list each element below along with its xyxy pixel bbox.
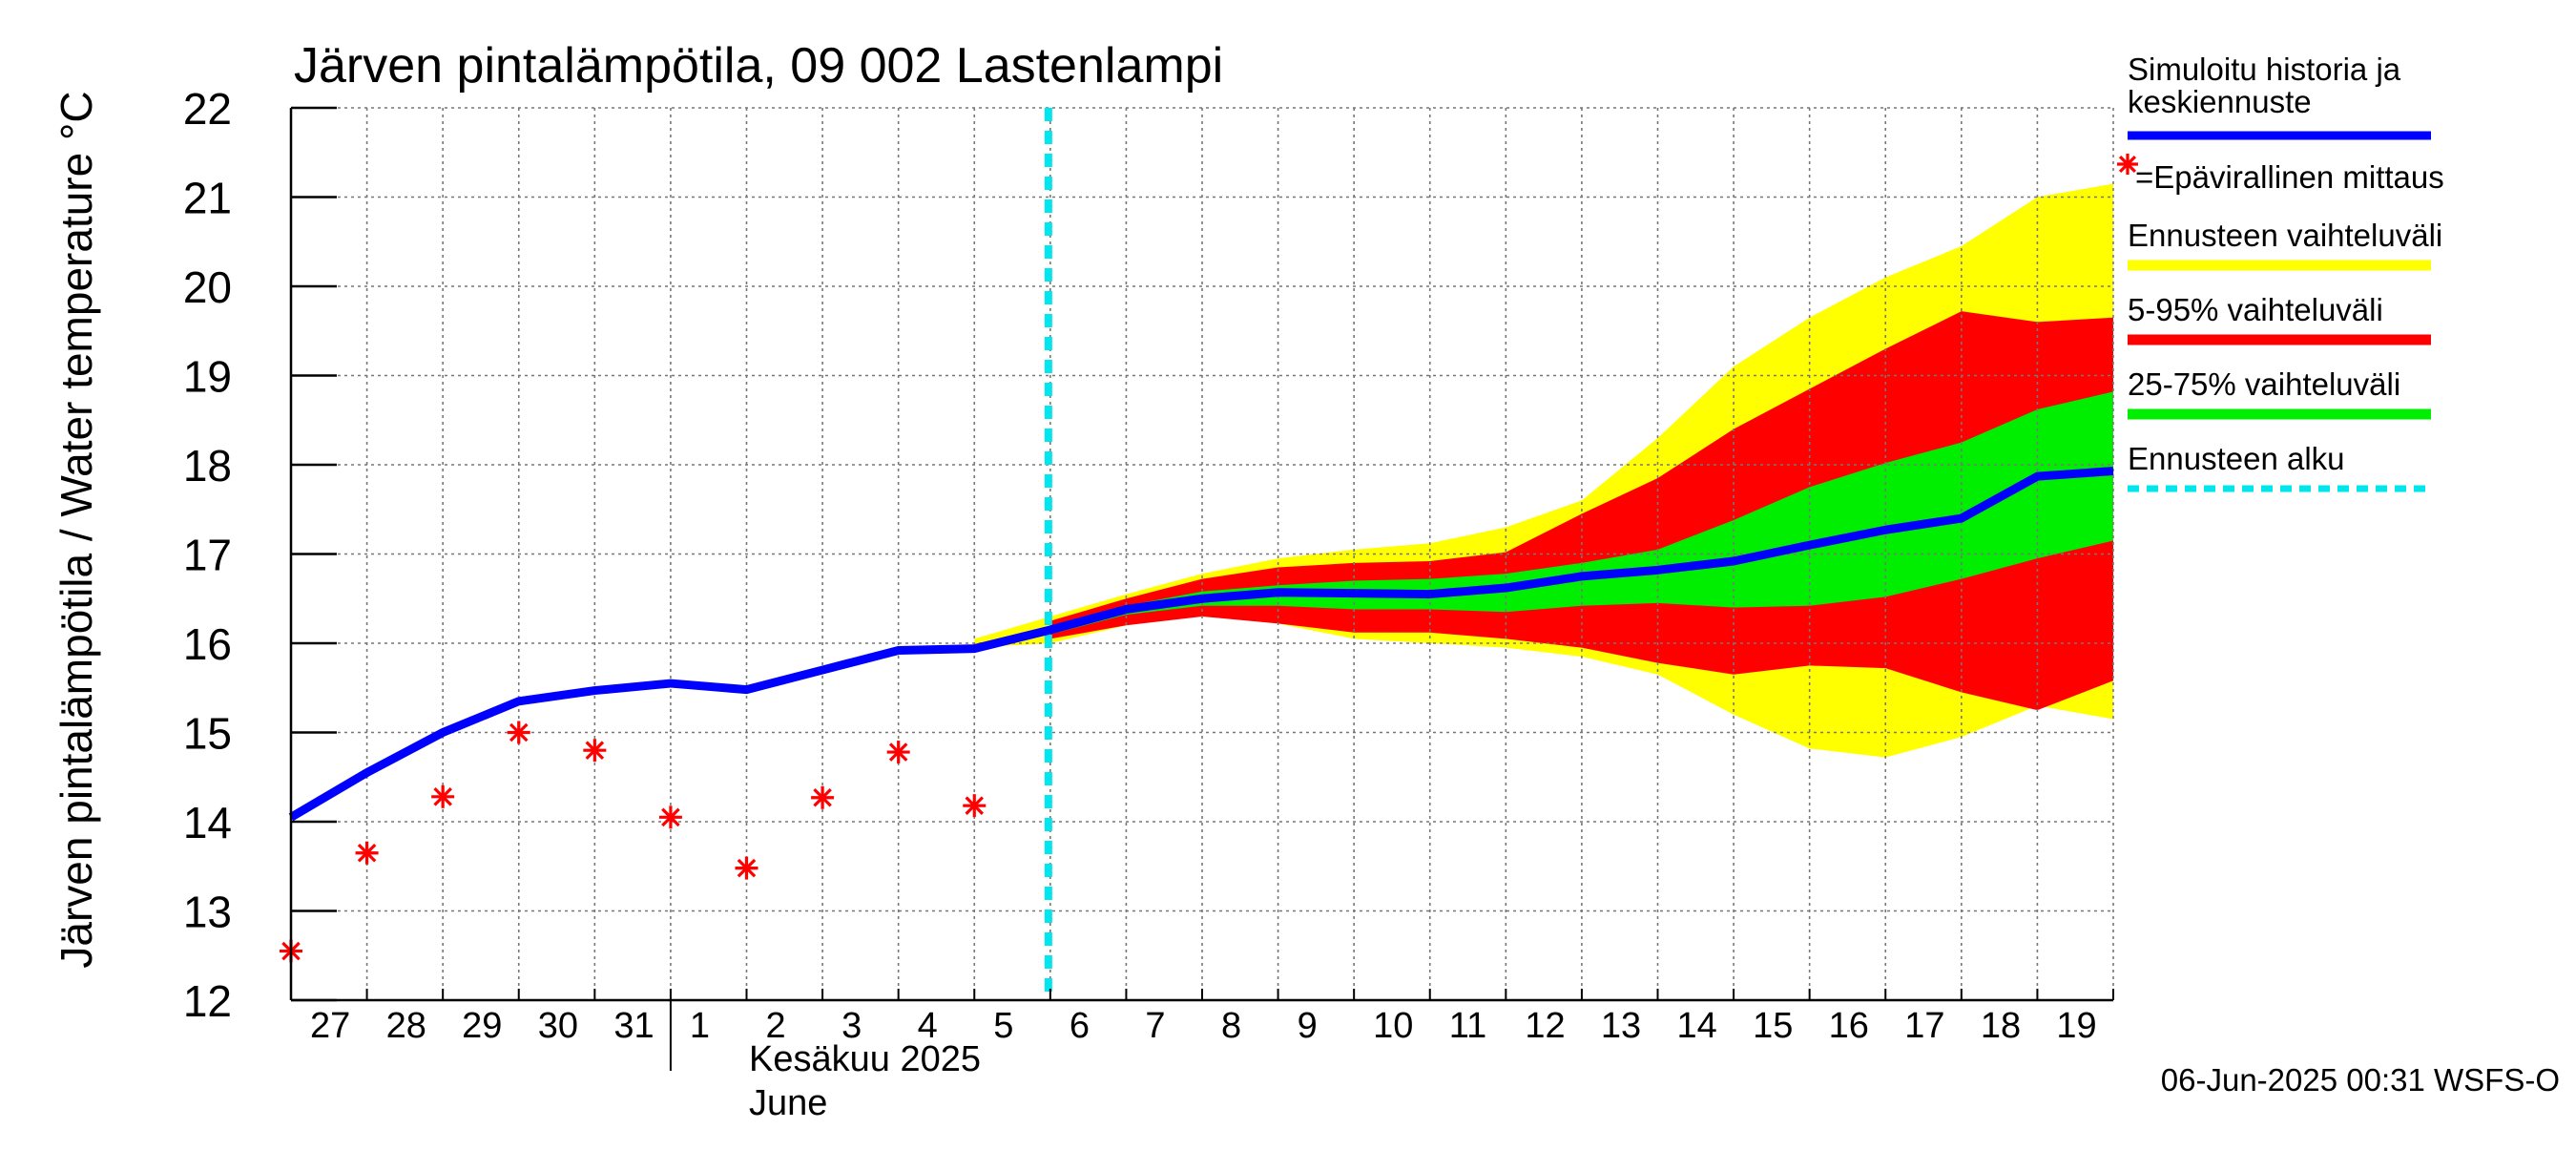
- x-tick-label: 4: [918, 1006, 938, 1046]
- series-lines: [280, 108, 2114, 1000]
- legend-swatch-measurement: [2117, 154, 2138, 175]
- y-tick-label: 20: [183, 262, 232, 312]
- legend-label-simulated: Simuloitu historia ja: [2128, 52, 2401, 87]
- x-tick-label: 28: [386, 1006, 426, 1046]
- band-2: [1049, 311, 2113, 711]
- y-tick-label: 12: [183, 976, 232, 1026]
- x-tick-label: 7: [1145, 1006, 1165, 1046]
- legend-label-simulated-cont: keskiennuste: [2128, 84, 2312, 119]
- measurement-point: [811, 785, 835, 809]
- x-axis-month-label: Kesäkuu 2025: [749, 1039, 981, 1079]
- x-tick-label: 31: [613, 1006, 654, 1046]
- marker-stroke: [813, 787, 832, 807]
- marker-stroke: [661, 807, 680, 827]
- marker-stroke: [888, 742, 908, 762]
- series-line-simulated: [288, 467, 2114, 822]
- x-tick-label: 18: [1981, 1006, 2021, 1046]
- x-tick-label: 15: [1753, 1006, 1793, 1046]
- measurement-point: [431, 784, 455, 808]
- band-3: [1049, 391, 2113, 635]
- measurement-point: [355, 841, 379, 865]
- x-tick-label: 1: [690, 1006, 710, 1046]
- y-tick-label: 16: [183, 619, 232, 669]
- x-tick-label: 9: [1298, 1006, 1318, 1046]
- x-tick-label: 2: [766, 1006, 786, 1046]
- x-tick-label: 14: [1677, 1006, 1717, 1046]
- x-tick-label: 8: [1221, 1006, 1241, 1046]
- footer-timestamp: 06-Jun-2025 00:31 WSFS-O: [2161, 1062, 2560, 1098]
- x-tick-label: 12: [1525, 1006, 1565, 1046]
- measurement-point: [735, 856, 758, 880]
- marker-stroke: [737, 858, 757, 878]
- x-tick-label: 3: [841, 1006, 862, 1046]
- x-tick-label: 30: [538, 1006, 578, 1046]
- y-tick-label: 19: [183, 352, 232, 402]
- x-tick-label: 19: [2056, 1006, 2096, 1046]
- x-tick-label: 5: [993, 1006, 1013, 1046]
- measurement-point: [658, 805, 682, 829]
- chart-title: Järven pintalämpötila, 09 002 Lastenlamp…: [294, 38, 1223, 94]
- x-tick-label: 27: [310, 1006, 350, 1046]
- marker-stroke: [357, 843, 377, 863]
- measurement-point: [583, 739, 607, 763]
- x-tick-label: 17: [1904, 1006, 1944, 1046]
- measurement-point: [507, 721, 530, 744]
- y-tick-label: 17: [183, 531, 232, 580]
- measurement-point: [886, 741, 910, 764]
- legend-label-range: Ennusteen vaihteluväli: [2128, 218, 2442, 253]
- legend-label-5-95: 5-95% vaihteluväli: [2128, 292, 2383, 327]
- y-tick-label: 21: [183, 174, 232, 223]
- y-tick-label: 15: [183, 709, 232, 759]
- x-tick-label: 16: [1829, 1006, 1869, 1046]
- legend-label-forecast-start: Ennusteen alku: [2128, 441, 2345, 476]
- marker-stroke: [433, 787, 452, 806]
- legend-label-25-75: 25-75% vaihteluväli: [2128, 366, 2400, 402]
- y-axis-label: Järven pintalämpötila / Water temperatur…: [52, 91, 101, 968]
- legend-label-measurement: =Epävirallinen mittaus: [2135, 159, 2444, 195]
- measurement-point: [963, 794, 987, 818]
- x-tick-label: 29: [462, 1006, 502, 1046]
- x-tick-label: 10: [1373, 1006, 1413, 1046]
- marker-stroke: [965, 796, 985, 815]
- marker-stroke: [585, 741, 605, 760]
- y-tick-label: 13: [183, 888, 232, 937]
- y-tick-label: 18: [183, 441, 232, 491]
- grid: [291, 107, 2114, 1000]
- x-axis-month-label-en: June: [749, 1083, 827, 1123]
- x-tick-label: 6: [1070, 1006, 1090, 1046]
- x-tick-label: 13: [1601, 1006, 1641, 1046]
- y-tick-label: 22: [183, 84, 232, 134]
- marker-stroke: [509, 722, 529, 742]
- x-tick-label: 11: [1449, 1006, 1486, 1046]
- marker-stroke: [2118, 155, 2137, 174]
- forecast-bands: [974, 183, 2113, 758]
- y-tick-label: 14: [183, 798, 232, 847]
